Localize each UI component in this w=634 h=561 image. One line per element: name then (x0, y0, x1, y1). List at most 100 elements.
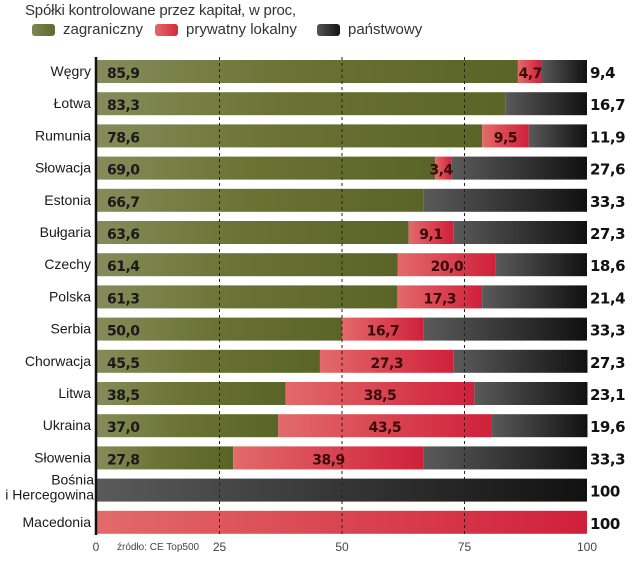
category-label: Czechy (44, 256, 91, 272)
bar-segment-panstwowy (491, 414, 588, 438)
total-label-panstwowy: 33,3 (590, 322, 625, 340)
legend-item-prywatny-lokalny: prywatny lokalny (155, 21, 297, 38)
legend-swatch-panstwowy (317, 23, 340, 36)
bar-segment-prywatny-lokalny (397, 285, 483, 309)
total-label-panstwowy: 27,3 (590, 354, 625, 372)
data-label-prywatny-lokalny: 4,7 (519, 66, 542, 82)
total-label-panstwowy: 33,3 (590, 450, 625, 468)
data-label-prywatny-lokalny: 9,5 (494, 130, 517, 146)
total-label-panstwowy: 18,6 (590, 257, 625, 275)
bar-segment-zagraniczny (97, 382, 286, 405)
category-label: Słowacja (35, 160, 91, 176)
data-label-prywatny-lokalny: 16,7 (367, 324, 400, 340)
bar-segment-prywatny-lokalny (397, 253, 496, 277)
bar-segment-prywatny-lokalny (482, 124, 529, 148)
bar-segment-panstwowy (451, 156, 587, 180)
total-label-panstwowy: 19,6 (590, 418, 625, 436)
category-label: Litwa (58, 385, 91, 401)
bar-segment-zagraniczny (97, 92, 506, 116)
bar-segment-zagraniczny (97, 349, 320, 373)
total-label-panstwowy: 100 (590, 483, 620, 501)
bar-segment-prywatny-lokalny (278, 414, 492, 438)
bar-segment-panstwowy (495, 253, 587, 277)
total-label-panstwowy: 11,9 (590, 128, 625, 146)
data-label-prywatny-lokalny: 38,9 (312, 452, 345, 468)
x-tick-label: 0 (93, 540, 100, 554)
category-label: Ukraina (43, 417, 91, 433)
source-note: źródło: CE Top500 (117, 542, 200, 553)
legend-label-prywatny-lokalny: prywatny lokalny (186, 21, 297, 38)
bar-segment-prywatny-lokalny (233, 446, 424, 470)
data-label-prywatny-lokalny: 20,0 (431, 259, 464, 275)
bar-segment-zagraniczny (97, 285, 398, 309)
data-label-zagraniczny: 78,6 (107, 130, 140, 146)
category-label: Węgry (51, 63, 91, 79)
bar-segment-zagraniczny (97, 188, 424, 212)
bar-segment-zagraniczny (97, 414, 279, 438)
data-label-zagraniczny: 69,0 (107, 163, 140, 179)
chart-title: Spółki kontrolowane przez kapitał, w pro… (25, 2, 296, 19)
total-label-panstwowy: 9,4 (590, 64, 615, 82)
data-label-zagraniczny: 27,8 (107, 452, 140, 468)
category-label: Bośnia i Hercegowina (5, 472, 94, 503)
data-label-prywatny-lokalny: 43,5 (369, 420, 402, 436)
bar-segment-panstwowy (528, 124, 587, 148)
bar-segment-panstwowy (453, 349, 588, 373)
legend-label-panstwowy: państwowy (348, 21, 423, 38)
category-label: Rumunia (35, 127, 91, 143)
total-label-panstwowy: 27,6 (590, 161, 625, 179)
bar-segment-panstwowy (453, 221, 587, 244)
data-label-prywatny-lokalny: 38,5 (364, 388, 397, 404)
bar-segment-prywatny-lokalny (97, 510, 587, 534)
bar-segment-panstwowy (482, 285, 587, 309)
category-label: Bułgaria (40, 224, 92, 240)
bar-segment-prywatny-lokalny (435, 156, 452, 180)
bar-segment-panstwowy (474, 382, 588, 405)
bar-segment-prywatny-lokalny (408, 221, 454, 244)
data-label-zagraniczny: 83,3 (107, 98, 140, 114)
data-label-zagraniczny: 85,9 (107, 66, 140, 82)
category-label: Polska (49, 288, 91, 304)
x-tick-label: 25 (213, 540, 227, 554)
legend-item-panstwowy: państwowy (317, 21, 422, 38)
total-label-panstwowy: 21,4 (590, 289, 625, 307)
data-label-zagraniczny: 63,6 (107, 227, 140, 243)
data-label-prywatny-lokalny: 3,4 (429, 163, 453, 179)
data-label-zagraniczny: 61,3 (107, 291, 140, 307)
legend-swatch-prywatny-lokalny (155, 23, 178, 36)
bar-segment-panstwowy (423, 317, 587, 341)
bar-segment-panstwowy (423, 188, 587, 212)
legend-label-zagraniczny: zagraniczny (63, 21, 144, 38)
bar-segment-zagraniczny (97, 156, 436, 180)
category-label-line: i Hercegowina (5, 487, 94, 503)
bar-segment-prywatny-lokalny (285, 382, 475, 405)
data-label-prywatny-lokalny: 17,3 (423, 291, 456, 307)
data-label-zagraniczny: 38,5 (107, 388, 140, 404)
bar-segment-prywatny-lokalny (517, 60, 541, 83)
bar-segment-panstwowy (505, 92, 587, 116)
bar-segment-zagraniczny (97, 253, 398, 277)
data-label-zagraniczny: 37,0 (107, 420, 140, 436)
data-label-zagraniczny: 45,5 (107, 356, 140, 372)
x-tick-label: 75 (458, 540, 472, 554)
category-label: Łotwa (54, 95, 92, 111)
x-tick-label: 50 (335, 540, 349, 554)
bar-segment-prywatny-lokalny (319, 349, 454, 373)
legend-item-zagraniczny: zagraniczny (32, 21, 143, 38)
data-label-zagraniczny: 61,4 (107, 259, 140, 275)
data-label-prywatny-lokalny: 9,1 (419, 227, 442, 243)
bar-segment-zagraniczny (97, 446, 234, 470)
total-label-panstwowy: 33,3 (590, 193, 625, 211)
data-label-prywatny-lokalny: 27,3 (371, 356, 404, 372)
data-label-zagraniczny: 66,7 (107, 195, 140, 211)
total-label-panstwowy: 16,7 (590, 96, 625, 114)
bar-segment-zagraniczny (97, 124, 483, 148)
category-label-line: Bośnia (51, 472, 94, 488)
category-label: Słowenia (34, 449, 91, 465)
category-label: Macedonia (23, 514, 92, 530)
category-label: Chorwacja (25, 353, 91, 369)
bar-segment-panstwowy (423, 446, 587, 470)
bar-segment-zagraniczny (97, 221, 409, 244)
bar-segment-zagraniczny (97, 60, 518, 83)
